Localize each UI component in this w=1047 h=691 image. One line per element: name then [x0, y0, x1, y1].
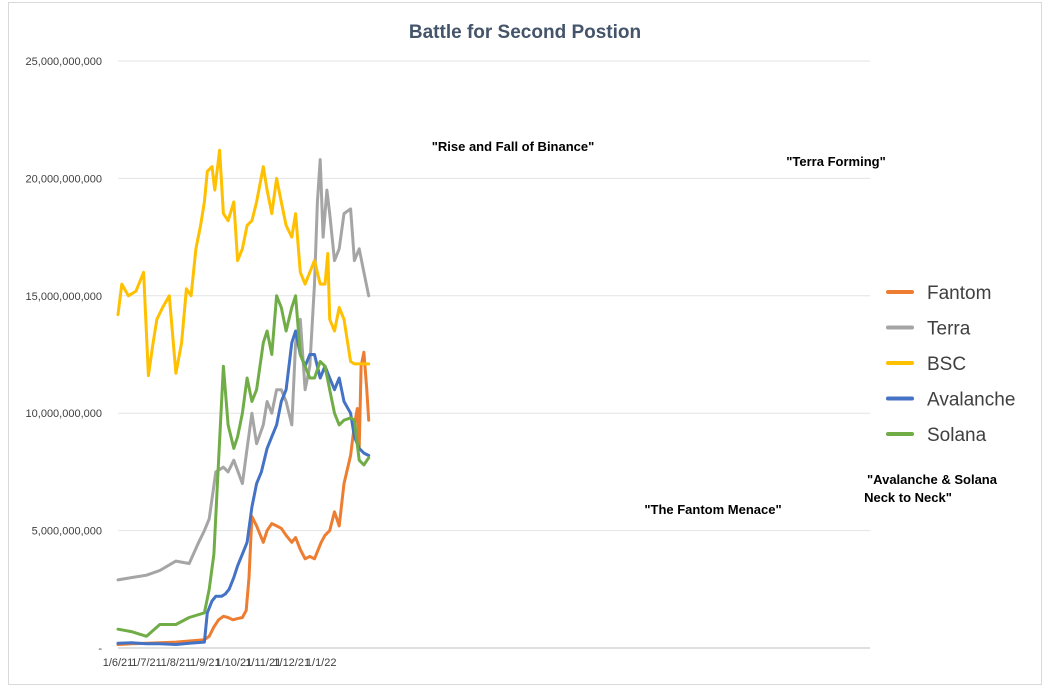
series-line-bsc — [116, 148, 371, 378]
series-line-solana — [116, 294, 371, 638]
series-line-avalanche — [116, 329, 371, 646]
y-tick-label: 25,000,000,000 — [26, 56, 102, 68]
y-tick-label: - — [98, 643, 102, 655]
legend-label-bsc: BSC — [927, 354, 966, 375]
chart-title: Battle for Second Postion — [409, 22, 641, 43]
y-tick-label: 20,000,000,000 — [26, 173, 102, 185]
y-tick-label: 10,000,000,000 — [26, 408, 102, 420]
legend-label-fantom: Fantom — [927, 283, 991, 304]
annotation-avalanche-solana-line1: "Avalanche & Solana — [867, 472, 998, 487]
x-tick-label: 1/1/22 — [306, 657, 337, 669]
x-tick-label: 1/11/21 — [245, 657, 281, 669]
y-tick-label: 5,000,000,000 — [32, 526, 102, 538]
y-axis-ticks: - 5,000,000,000 10,000,000,000 15,000,000,0… — [26, 56, 103, 655]
x-axis-ticks: 1/6/211/7/211/8/211/9/211/10/211/11/211/… — [103, 657, 337, 669]
x-tick-label: 1/7/21 — [131, 657, 162, 669]
series-line-fantom — [116, 350, 371, 646]
x-tick-label: 1/6/21 — [103, 657, 134, 669]
legend-label-solana: Solana — [927, 425, 987, 446]
series-layer — [116, 148, 371, 646]
x-tick-label: 1/8/21 — [161, 657, 192, 669]
legend-label-avalanche: Avalanche — [927, 390, 1015, 411]
series-line-terra — [116, 158, 371, 582]
annotation-avalanche-solana-line2: Neck to Neck" — [864, 490, 952, 505]
x-tick-label: 1/12/21 — [273, 657, 310, 669]
legend-label-terra: Terra — [927, 319, 971, 340]
y-tick-label: 15,000,000,000 — [26, 291, 102, 303]
annotation-binance: "Rise and Fall of Binance" — [432, 139, 595, 154]
x-tick-label: 1/9/21 — [190, 657, 221, 669]
legend: Fantom Terra BSC Avalanche Solana — [886, 283, 1015, 446]
x-tick-label: 1/10/21 — [215, 657, 252, 669]
annotation-terra: "Terra Forming" — [786, 154, 886, 169]
annotation-layer: "Rise and Fall of Binance" "Terra Formin… — [432, 139, 998, 517]
annotation-fantom: "The Fantom Menace" — [644, 502, 781, 517]
